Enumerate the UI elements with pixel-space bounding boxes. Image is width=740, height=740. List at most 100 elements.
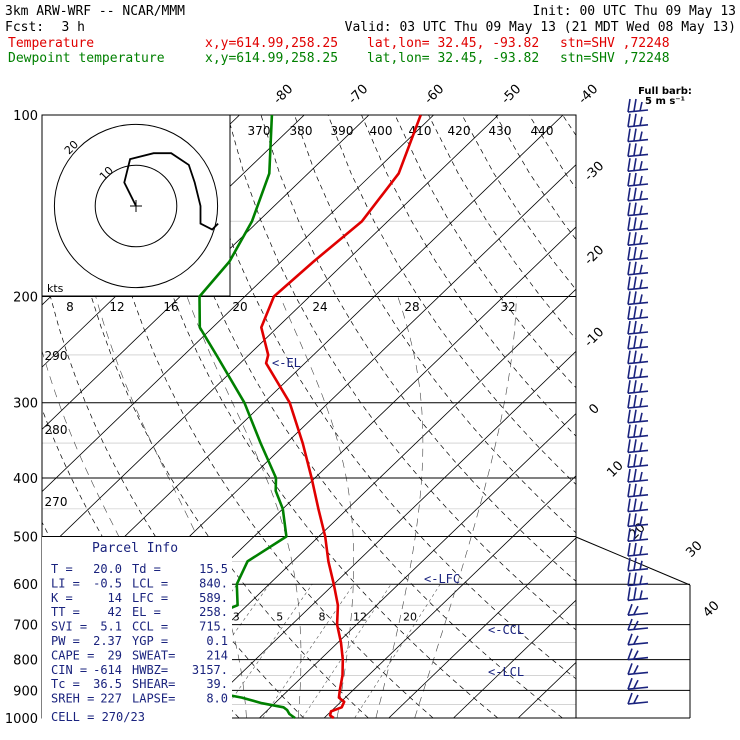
parcel-info-cell: CELL = 270/23 xyxy=(51,710,145,724)
wind-barb-flag xyxy=(639,294,643,304)
wind-barb-shaft xyxy=(627,686,649,690)
legend: Temperature x,y=614.99,258.25 lat,lon= 3… xyxy=(8,36,670,66)
mixing-ratio-label: 3 xyxy=(233,611,240,624)
mixing-ratio-label: 12 xyxy=(353,611,367,624)
wind-barb-flag xyxy=(633,158,637,171)
parcel-value: -0.5 xyxy=(93,576,122,590)
wind-barb-flag xyxy=(633,306,637,319)
isotherm-line xyxy=(388,537,576,718)
dry-adiabat xyxy=(160,115,563,718)
wind-barb-flag xyxy=(633,128,637,141)
parcel-key: SVI = xyxy=(51,620,87,634)
wind-barb-flag xyxy=(627,618,633,631)
wind-barb-flag xyxy=(639,190,643,200)
wind-barb-flag xyxy=(633,320,637,334)
wind-barb-flag xyxy=(627,454,631,468)
legend-temperature-name: Temperature xyxy=(8,36,94,51)
wind-barb-flag xyxy=(633,635,639,645)
parcel-value: 14 xyxy=(108,591,122,605)
legend-temperature-xy: x,y=614.99,258.25 xyxy=(205,36,338,51)
wind-barb-flag xyxy=(639,516,643,526)
temperature-line xyxy=(259,114,422,720)
parcel-value: 589. xyxy=(199,591,228,605)
isobar-label: 600 xyxy=(13,578,38,593)
wind-barb-flag xyxy=(627,276,631,290)
wind-barb-flag xyxy=(633,98,637,112)
header: 3km ARW-WRF -- NCAR/MMM Init: 00 UTC Thu… xyxy=(5,4,736,35)
isobar-label: 500 xyxy=(13,530,38,545)
wind-barb-shaft xyxy=(627,124,649,128)
parcel-value: 715. xyxy=(199,620,228,634)
wind-barb-flag xyxy=(627,633,633,646)
wind-barb-shaft xyxy=(627,627,649,631)
full-barb-note: Full barb: 5 m s⁻¹ xyxy=(638,86,692,107)
wind-barb-flag xyxy=(627,143,631,157)
parcel-value: 5.1 xyxy=(100,620,122,634)
speed-tick-label: 20 xyxy=(232,300,247,314)
wind-barb-flag xyxy=(639,486,643,496)
parcel-value: 8.0 xyxy=(206,692,228,706)
wind-barb-flag xyxy=(639,531,643,541)
wind-barb-flag xyxy=(627,128,631,142)
wind-barb-flag xyxy=(627,306,631,320)
wind-barb-flag xyxy=(639,427,643,437)
wind-barb-shaft xyxy=(627,301,649,306)
parcel-key: CCL = xyxy=(132,620,168,634)
parcel-key: K = xyxy=(51,591,73,605)
parcel-info-panel: Parcel Info T = 20.0 Td = 15.5 LI = -0.5 LCL =… xyxy=(42,537,232,724)
isobar-label: 200 xyxy=(13,291,38,306)
wind-barb-flag xyxy=(627,98,631,113)
dry-adiabat-label: 280 xyxy=(45,423,68,437)
isotherm-line xyxy=(42,115,370,430)
wind-barb-flag xyxy=(627,202,631,216)
wind-barb-shaft xyxy=(627,257,649,261)
wind-barb-flag xyxy=(633,694,639,704)
wind-barb-flag xyxy=(639,235,643,245)
isotherm-label: 0 xyxy=(586,401,602,417)
wind-barb-flag xyxy=(633,620,639,630)
isobar-label: 900 xyxy=(13,684,38,699)
dry-adiabat xyxy=(663,115,740,718)
isotherm-line xyxy=(323,475,576,718)
wind-barb-shaft xyxy=(627,479,649,483)
dewpoint-line xyxy=(134,114,296,720)
parcel-key: SREH = xyxy=(51,692,94,706)
wind-barb-shaft xyxy=(627,612,649,616)
wind-barb-flag xyxy=(627,498,631,512)
wind-barbs xyxy=(627,98,649,705)
init-time: Init: 00 UTC Thu 09 May 13 xyxy=(533,4,737,19)
wind-barb-flag xyxy=(633,276,637,289)
isotherm-label: -80 xyxy=(271,82,297,108)
parcel-key: LCL = xyxy=(132,576,168,590)
theta-label: 400 xyxy=(370,124,393,138)
wind-barb-flag xyxy=(639,560,643,570)
parcel-info-bg xyxy=(42,537,232,723)
hodograph-trace xyxy=(123,152,219,231)
isotherm-line xyxy=(42,115,499,555)
wind-barb-shaft xyxy=(627,464,649,468)
moist-adiabat xyxy=(186,296,302,718)
isotherm-line xyxy=(194,350,576,718)
wind-barb-flag xyxy=(633,291,637,304)
isotherm-label: -20 xyxy=(582,243,608,269)
wind-barb-flag xyxy=(639,146,643,156)
valid-time: Valid: 03 UTC Thu 09 May 13 (21 MDT Wed … xyxy=(345,20,736,35)
parcel-value: 39. xyxy=(206,677,228,691)
isotherm-label: -60 xyxy=(422,82,448,108)
wind-barb-flag xyxy=(639,545,643,556)
dry-adiabat xyxy=(126,115,499,718)
model-title: 3km ARW-WRF -- NCAR/MMM xyxy=(5,4,185,19)
wind-barb-flag xyxy=(627,677,633,690)
wind-barb-flag xyxy=(633,246,637,260)
isobar-label: 100 xyxy=(13,109,38,124)
wind-barb-flag xyxy=(639,397,643,408)
parcel-key: T = xyxy=(51,562,73,576)
moist-adiabat xyxy=(375,296,424,718)
theta-label: 420 xyxy=(448,124,471,138)
fcst-value: 3 h xyxy=(62,20,85,35)
wind-barb-flag xyxy=(627,439,631,453)
wind-barb-flag xyxy=(627,557,631,571)
wind-barb-flag xyxy=(627,172,631,187)
wind-barb-flag xyxy=(633,335,637,348)
